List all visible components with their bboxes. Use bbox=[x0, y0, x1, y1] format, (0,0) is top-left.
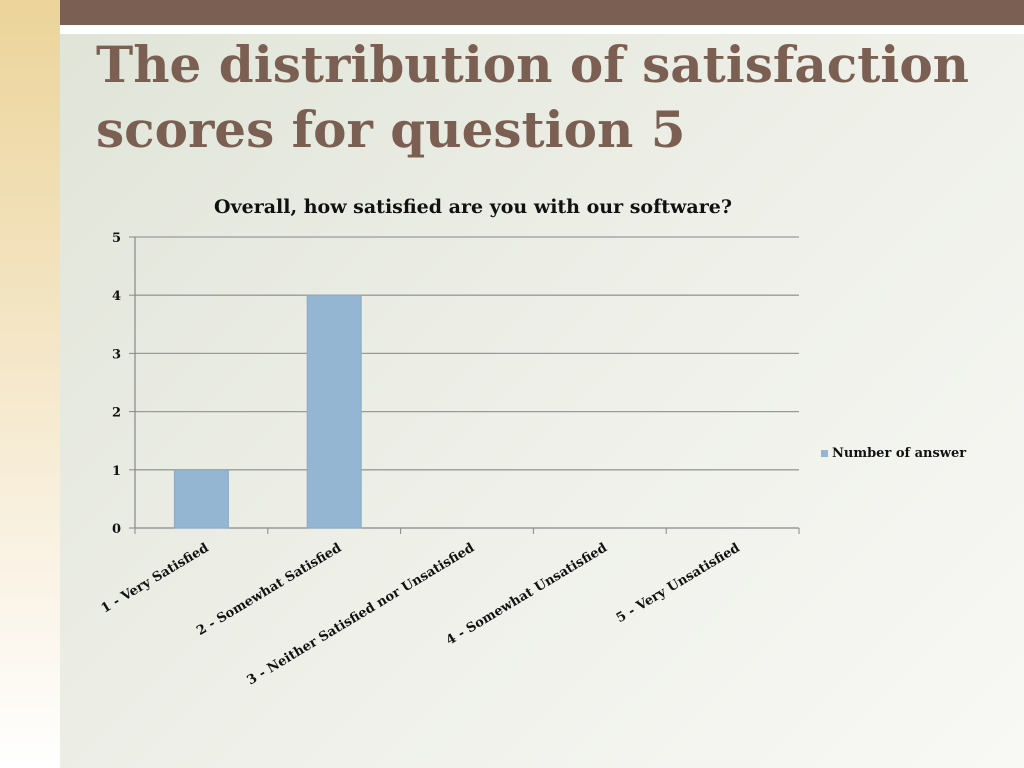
y-tick-label: 2 bbox=[112, 406, 121, 421]
legend-label: Number of answer bbox=[832, 446, 966, 461]
bar bbox=[306, 294, 362, 529]
y-tick-label: 1 bbox=[112, 464, 121, 479]
x-tick-label: 1 - Very Satisfied bbox=[99, 541, 212, 617]
slide-title: The distribution of satisfaction scores … bbox=[96, 35, 970, 159]
chart-canvas: Overall, how satisfied are you with our … bbox=[99, 196, 967, 689]
y-tick-label: 3 bbox=[112, 347, 121, 362]
top-accent-divider bbox=[60, 25, 1024, 34]
bar bbox=[173, 469, 229, 529]
left-decorative-strip bbox=[0, 0, 60, 768]
chart-title: Overall, how satisfied are you with our … bbox=[214, 196, 732, 218]
legend-swatch bbox=[821, 450, 828, 457]
top-accent-bar bbox=[60, 0, 1024, 25]
x-tick-label: 5 - Very Unsatisfied bbox=[614, 541, 743, 627]
bar-chart: Overall, how satisfied are you with our … bbox=[60, 180, 1024, 700]
x-tick-label: 2 - Somewhat Satisfied bbox=[194, 541, 344, 639]
y-tick-label: 5 bbox=[112, 231, 121, 246]
x-tick-label: 3 - Neither Satisfied nor Unsatisfied bbox=[245, 541, 477, 689]
y-tick-label: 4 bbox=[112, 289, 121, 304]
y-tick-label: 0 bbox=[112, 522, 121, 537]
